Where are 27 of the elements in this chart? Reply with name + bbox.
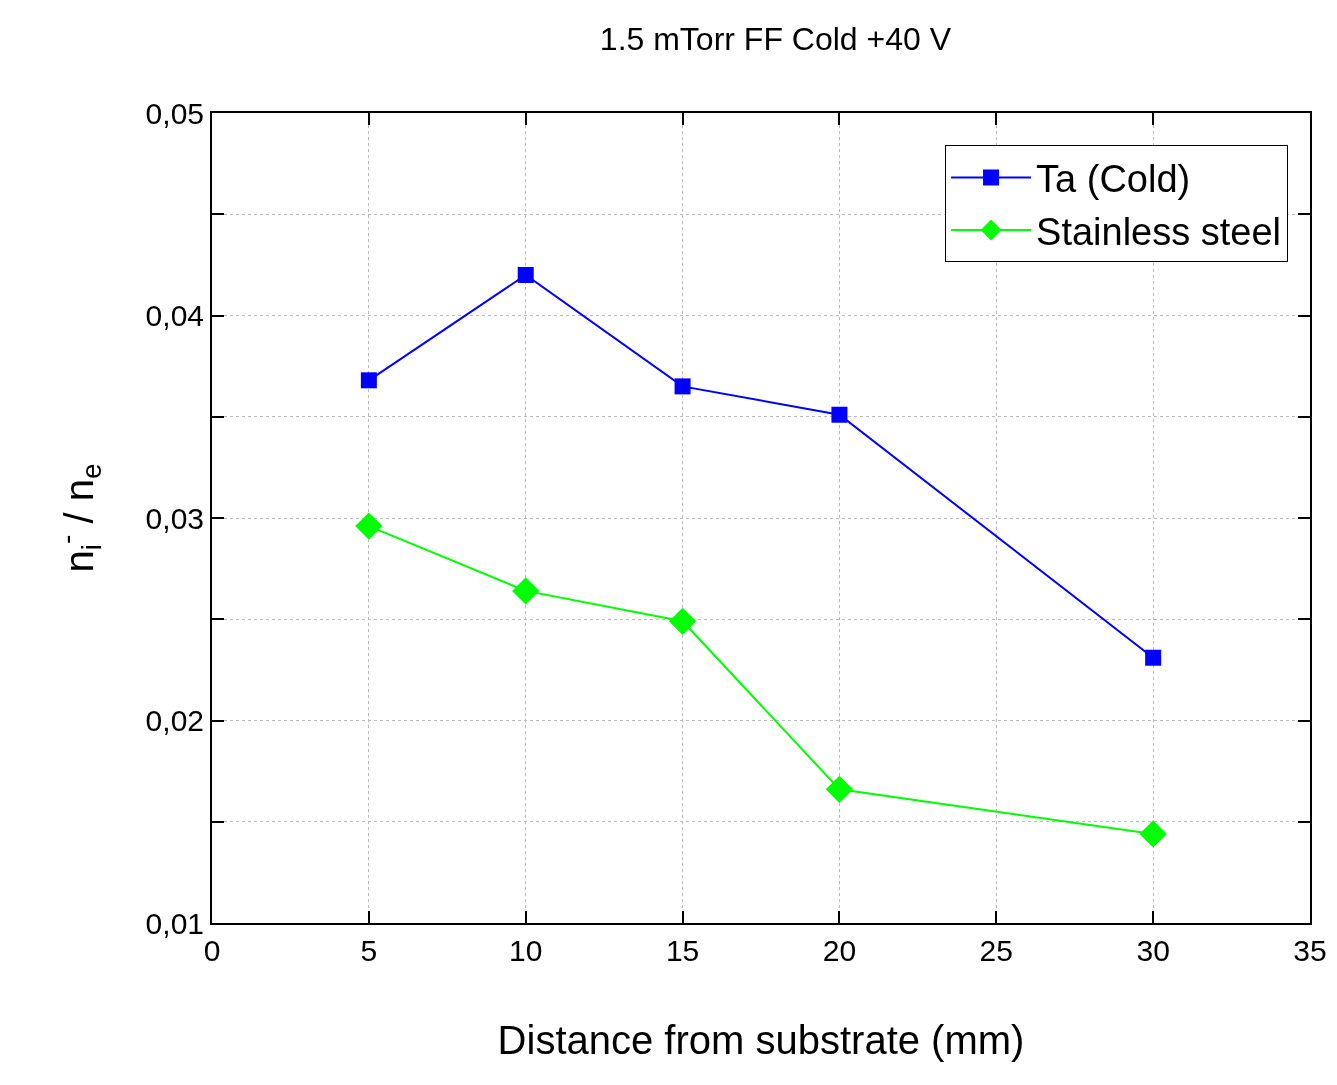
y-tick-label: 0,02 [145,704,204,737]
legend-label: Ta (Cold) [1036,158,1191,201]
point [831,406,848,423]
point [517,267,534,283]
y-tick-label: 0,04 [145,299,204,332]
x-tick-label: 35 [1293,934,1327,967]
point [1145,649,1162,666]
point [512,577,540,605]
point [668,607,697,635]
point [360,372,377,389]
y-tick-label: 0,03 [145,501,204,535]
y-tick-label: 0,05 [145,96,204,130]
x-axis-title: Distance from substrate (mm) [497,1018,1025,1062]
point [1139,820,1167,848]
x-tick-label: 25 [979,934,1013,967]
x-tick-label: 15 [665,934,700,967]
legend-label: Stainless steel [1036,210,1282,253]
x-tick-label: 10 [509,934,543,967]
x-tick-label: 30 [1136,934,1170,967]
x-tick-label: 0 [203,934,221,967]
point [355,512,383,540]
point [825,775,854,803]
point [674,378,691,395]
y-tick-label: 0,01 [145,906,204,940]
x-tick-label: 5 [360,934,378,967]
chart-title: 1.5 mTorr FF Cold +40 V [599,20,952,57]
x-tick-label: 20 [822,934,857,967]
